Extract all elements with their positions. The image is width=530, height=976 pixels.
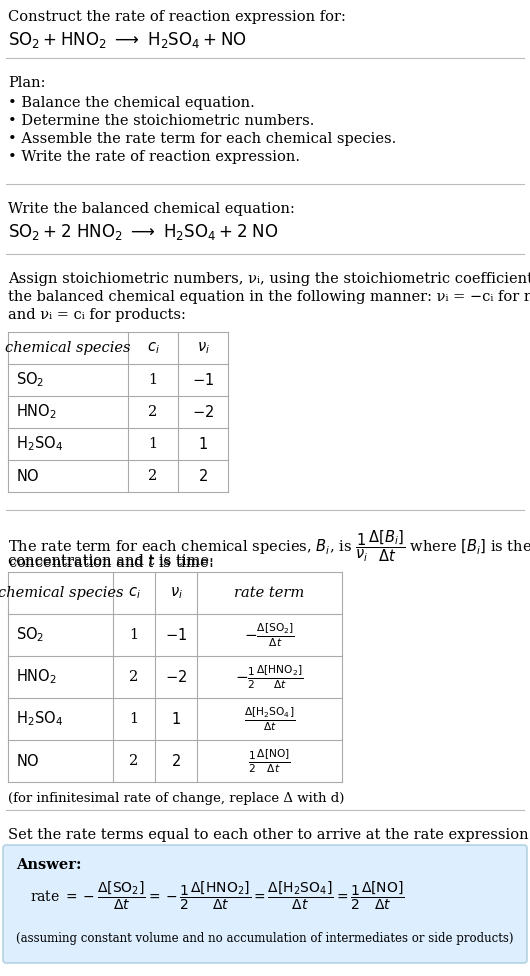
Text: Answer:: Answer: [16,858,82,872]
Text: rate $= -\dfrac{\Delta[\mathrm{SO_2}]}{\Delta t} = -\dfrac{1}{2}\dfrac{\Delta[\m: rate $= -\dfrac{\Delta[\mathrm{SO_2}]}{\… [30,880,405,913]
Text: $1$: $1$ [171,711,181,727]
Text: $-\frac{1}{2}\frac{\Delta[\mathrm{HNO_2}]}{\Delta t}$: $-\frac{1}{2}\frac{\Delta[\mathrm{HNO_2}… [235,663,304,691]
Text: • Determine the stoichiometric numbers.: • Determine the stoichiometric numbers. [8,114,314,128]
Text: the balanced chemical equation in the following manner: νᵢ = −cᵢ for reactants: the balanced chemical equation in the fo… [8,290,530,304]
Text: Set the rate terms equal to each other to arrive at the rate expression:: Set the rate terms equal to each other t… [8,828,530,842]
Text: $\mathrm{SO_2}$: $\mathrm{SO_2}$ [16,626,45,644]
Text: • Balance the chemical equation.: • Balance the chemical equation. [8,96,255,110]
Text: $\nu_i$: $\nu_i$ [197,341,209,356]
Text: 2: 2 [129,754,139,768]
Text: $\mathrm{NO}$: $\mathrm{NO}$ [16,753,40,769]
Text: concentration and $t$ is time:: concentration and $t$ is time: [8,554,214,570]
Text: $2$: $2$ [171,753,181,769]
Text: Write the balanced chemical equation:: Write the balanced chemical equation: [8,202,295,216]
Text: 1: 1 [129,712,138,726]
Text: concentration and t is time:: concentration and t is time: [8,554,214,568]
Text: $c_i$: $c_i$ [147,341,160,356]
Text: chemical species: chemical species [5,341,131,355]
Text: The rate term for each chemical species, $B_i$, is $\dfrac{1}{\nu_i}\dfrac{\Delt: The rate term for each chemical species,… [8,528,530,563]
Text: 2: 2 [129,670,139,684]
Text: 1: 1 [129,628,138,642]
Text: $-1$: $-1$ [165,627,187,643]
Text: $\mathrm{SO_2}$: $\mathrm{SO_2}$ [16,371,45,389]
Text: $-2$: $-2$ [165,669,187,685]
Text: and νᵢ = cᵢ for products:: and νᵢ = cᵢ for products: [8,308,186,322]
Text: Plan:: Plan: [8,76,46,90]
Text: $-\frac{\Delta[\mathrm{SO_2}]}{\Delta t}$: $-\frac{\Delta[\mathrm{SO_2}]}{\Delta t}… [244,621,295,649]
Text: (assuming constant volume and no accumulation of intermediates or side products): (assuming constant volume and no accumul… [16,932,514,945]
Text: $\mathrm{NO}$: $\mathrm{NO}$ [16,468,40,484]
Text: (for infinitesimal rate of change, replace Δ with d): (for infinitesimal rate of change, repla… [8,792,344,805]
Text: $-1$: $-1$ [192,372,214,388]
Text: 1: 1 [148,437,157,451]
Text: $\mathrm{H_2SO_4}$: $\mathrm{H_2SO_4}$ [16,710,63,728]
Text: $\frac{1}{2}\frac{\Delta[\mathrm{NO}]}{\Delta t}$: $\frac{1}{2}\frac{\Delta[\mathrm{NO}]}{\… [248,748,291,775]
Text: • Assemble the rate term for each chemical species.: • Assemble the rate term for each chemic… [8,132,396,146]
Text: Assign stoichiometric numbers, νᵢ, using the stoichiometric coefficients, cᵢ, fr: Assign stoichiometric numbers, νᵢ, using… [8,272,530,286]
Text: $\mathrm{SO_2 + HNO_2 \ \longrightarrow \ H_2SO_4 + NO}$: $\mathrm{SO_2 + HNO_2 \ \longrightarrow … [8,30,246,50]
Text: $1$: $1$ [198,436,208,452]
Text: rate term: rate term [234,586,305,600]
FancyBboxPatch shape [3,845,527,963]
Text: 2: 2 [148,469,157,483]
Text: $c_i$: $c_i$ [128,586,140,601]
Text: $-2$: $-2$ [192,404,214,420]
Text: $\mathrm{HNO_2}$: $\mathrm{HNO_2}$ [16,403,57,422]
Text: 1: 1 [148,373,157,387]
Text: • Write the rate of reaction expression.: • Write the rate of reaction expression. [8,150,300,164]
Text: Construct the rate of reaction expression for:: Construct the rate of reaction expressio… [8,10,346,24]
Text: $\frac{\Delta[\mathrm{H_2SO_4}]}{\Delta t}$: $\frac{\Delta[\mathrm{H_2SO_4}]}{\Delta … [244,706,295,733]
Text: $2$: $2$ [198,468,208,484]
Text: $\mathrm{H_2SO_4}$: $\mathrm{H_2SO_4}$ [16,434,63,453]
Text: 2: 2 [148,405,157,419]
Text: $\mathrm{HNO_2}$: $\mathrm{HNO_2}$ [16,668,57,686]
Text: $\nu_i$: $\nu_i$ [170,586,182,601]
Text: $\mathrm{SO_2 + 2\ HNO_2 \ \longrightarrow \ H_2SO_4 + 2\ NO}$: $\mathrm{SO_2 + 2\ HNO_2 \ \longrightarr… [8,222,279,242]
Text: chemical species: chemical species [0,586,123,600]
